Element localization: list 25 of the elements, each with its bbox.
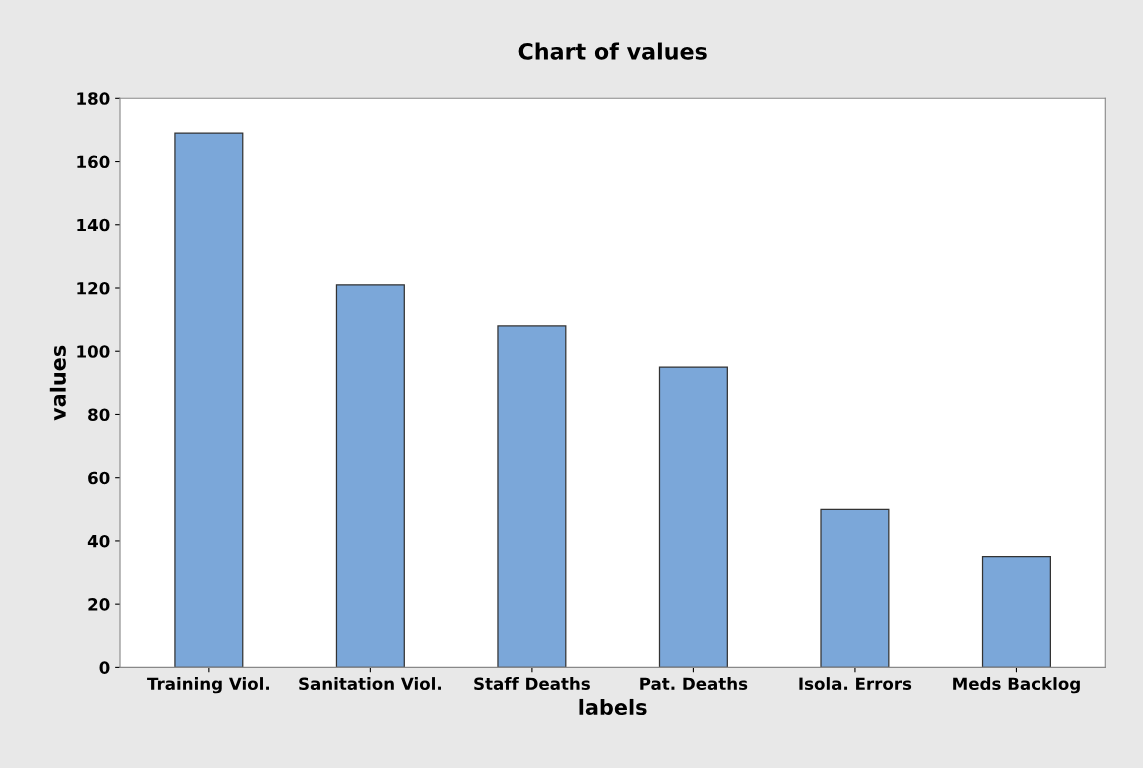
x-axis-title: labels xyxy=(579,698,647,716)
bar xyxy=(820,508,890,668)
y-tick-label: 160 xyxy=(77,155,110,169)
bar xyxy=(335,284,405,668)
bar xyxy=(658,366,728,668)
y-axis-title: values xyxy=(49,345,66,421)
y-tick-label: 40 xyxy=(87,534,110,548)
y-tick-label: 20 xyxy=(88,598,110,611)
bar xyxy=(981,556,1051,668)
y-tick-label: 80 xyxy=(88,408,110,422)
x-tick-label: Sanitation Viol. xyxy=(299,677,441,691)
chart-title: Chart of values xyxy=(518,42,707,60)
bar xyxy=(497,325,567,668)
x-tick-label: Staff Deaths xyxy=(474,677,590,691)
y-tick-label: 140 xyxy=(77,218,110,232)
x-tick-label: Isola. Errors xyxy=(799,677,912,691)
x-tick-label: Training Viol. xyxy=(147,677,269,694)
y-tick-label: 100 xyxy=(77,345,110,358)
y-tick-label: 120 xyxy=(77,281,110,295)
y-tick-label: 180 xyxy=(77,92,110,105)
y-tick-label: 60 xyxy=(88,471,110,485)
x-tick-label: Meds Backlog xyxy=(953,677,1080,694)
y-tick-label: 0 xyxy=(99,661,110,674)
x-tick-label: Pat. Deaths xyxy=(640,677,748,691)
bar xyxy=(174,132,244,668)
